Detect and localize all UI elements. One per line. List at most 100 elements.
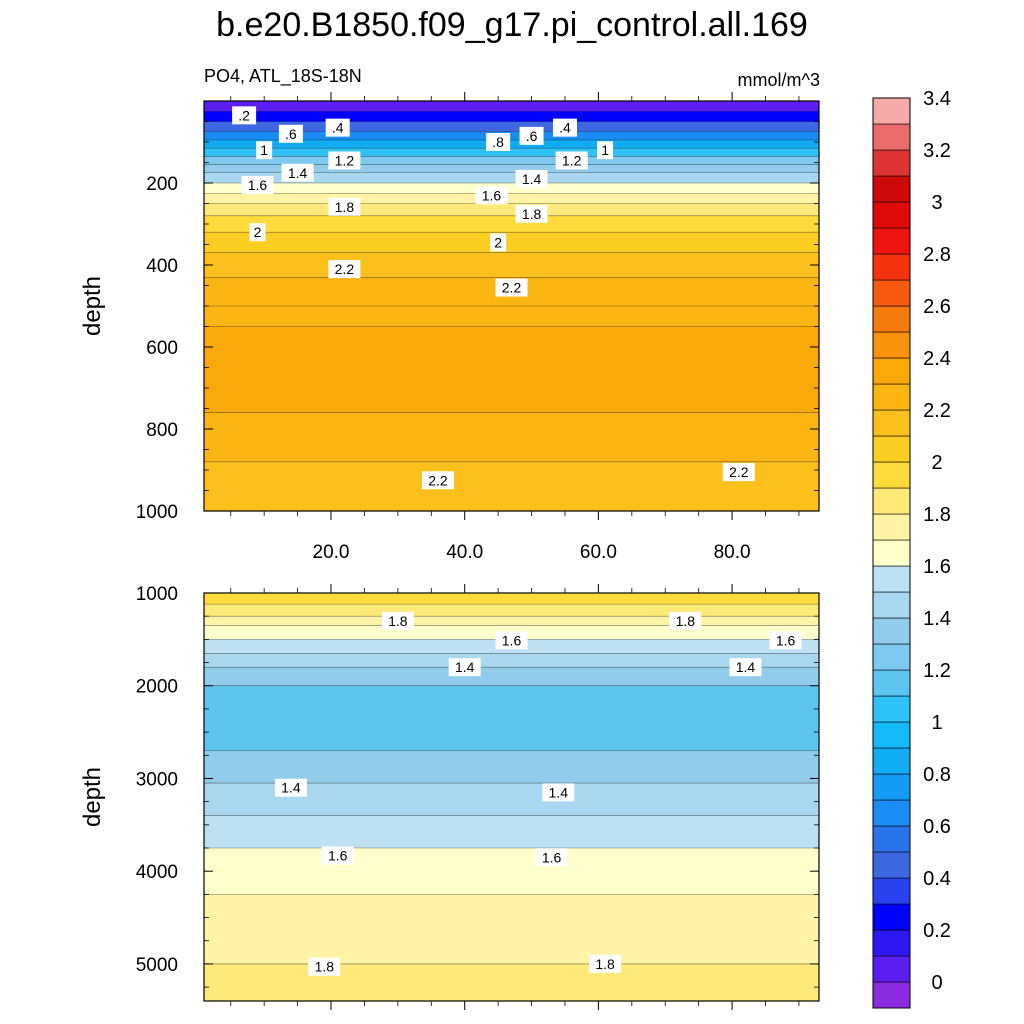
colorbar-swatch [872,149,911,177]
contour-band [204,815,819,848]
contour-label-box [597,141,614,160]
colorbar-label: 3.4 [923,88,951,110]
y-tick-label: 600 [146,338,178,359]
contour-label-box [486,133,511,151]
contour-label-box [515,169,548,188]
contour-label-box [669,611,702,630]
contour-label: 1.4 [281,780,301,796]
contour-band [204,193,819,204]
contour-label: 1.8 [522,206,542,222]
contour-label-box [256,141,273,160]
contour-label-box [555,151,588,170]
colorbar-swatch [872,253,911,281]
colorbar-swatch [872,175,911,203]
contour-label: 2 [494,234,502,250]
x-tick-label: 60.0 [580,542,617,563]
colorbar-label: 0.4 [923,868,951,890]
colorbar-swatch [872,981,911,1009]
colorbar-swatch [872,331,911,359]
contour-label: .6 [526,128,538,144]
contour-label-box [535,848,568,867]
contour-label: 1.8 [388,613,408,629]
contour-band [204,131,819,140]
colorbar-swatch [872,591,911,619]
colorbar-label: 3.2 [923,140,951,162]
contour-label-box [381,611,414,630]
colorbar-label: 2.4 [923,348,951,370]
contour-label: 1.8 [595,956,615,972]
y-axis-label: depth [79,767,106,827]
colorbar-swatch [872,721,911,749]
contour-band [204,306,819,327]
y-tick-label: 800 [146,420,178,441]
contour-label: .2 [238,107,250,123]
contour-label: 1.6 [776,632,796,648]
contour-label-box [722,463,755,482]
colorbar-swatch [872,487,911,515]
y-tick-label: 2000 [136,677,178,698]
contour-band [204,183,819,194]
colorbar-swatch [872,435,911,463]
colorbar-swatch [872,799,911,827]
contour-label-box [421,471,454,490]
colorbar-swatch [872,851,911,879]
contour-label-box [232,106,257,125]
colorbar-label: 2.8 [923,244,951,266]
contour-label-box [249,223,266,242]
colorbar-swatch [872,123,911,151]
chart-title: b.e20.B1850.f09_g17.pi_control.all.169 [216,6,808,44]
contour-label: 1 [601,142,609,158]
contour-band [204,172,819,183]
contour-label-box [325,118,350,137]
contour-band [204,156,819,165]
contour-label: 1.8 [676,613,696,629]
colorbar-swatch [872,539,911,567]
contour-label: 1.6 [248,177,268,193]
contour-label: 1.4 [522,171,542,187]
variable-region-label: PO4, ATL_18S-18N [204,66,362,87]
lower-panel: 1000 2000 3000 4000 5000 depth 1.8 1.8 1.6 1.6 1.4… [79,584,820,1010]
colorbar-label: 1.6 [923,556,951,578]
contour-label: .8 [492,134,504,150]
colorbar-label: 0.2 [923,920,951,942]
colorbar-swatch [872,617,911,645]
plot-frame [203,592,820,1002]
colorbar-swatch [872,773,911,801]
contour-label: 2.2 [729,464,749,480]
contour-label: 1.4 [549,784,569,800]
y-tick-label: 1000 [136,584,178,605]
contour-label-box [542,783,575,802]
colorbar-swatch [872,903,911,931]
contour-band [204,164,819,173]
colorbar-swatch [872,747,911,775]
colorbar-label: 0.8 [923,764,951,786]
colorbar-label: 3 [931,192,942,214]
contour-band [204,139,819,149]
contour-band [204,111,819,122]
upper-panel: 200 400 600 800 1000 20.0 40.0 60.0 80.0 depth .2.… [79,92,820,563]
contour-label-box [321,846,354,865]
y-tick-label: 400 [146,256,178,277]
contour-band [204,616,819,626]
contour-label: 1.6 [328,847,348,863]
contour-band [204,894,819,964]
contour-label: 1.4 [736,659,756,675]
contour-label-box [519,126,544,145]
contour-label-box [278,124,303,143]
colorbar-frame [872,97,911,1009]
colorbar-label: 0.6 [923,816,951,838]
contour-label-box [328,197,361,216]
contour-band [204,252,819,278]
contour-label: 1.4 [455,659,475,675]
contour-band [204,604,819,617]
colorbar-label: 1.8 [923,504,951,526]
contour-label: .4 [559,120,571,136]
colorbar-swatch [872,357,911,385]
colorbar-label: 2.2 [923,400,951,422]
x-tick-label: 80.0 [714,542,751,563]
colorbar-swatch [872,227,911,255]
contour-label-box [515,204,548,223]
colorbar-swatch [872,97,911,125]
colorbar-swatch [872,669,911,697]
